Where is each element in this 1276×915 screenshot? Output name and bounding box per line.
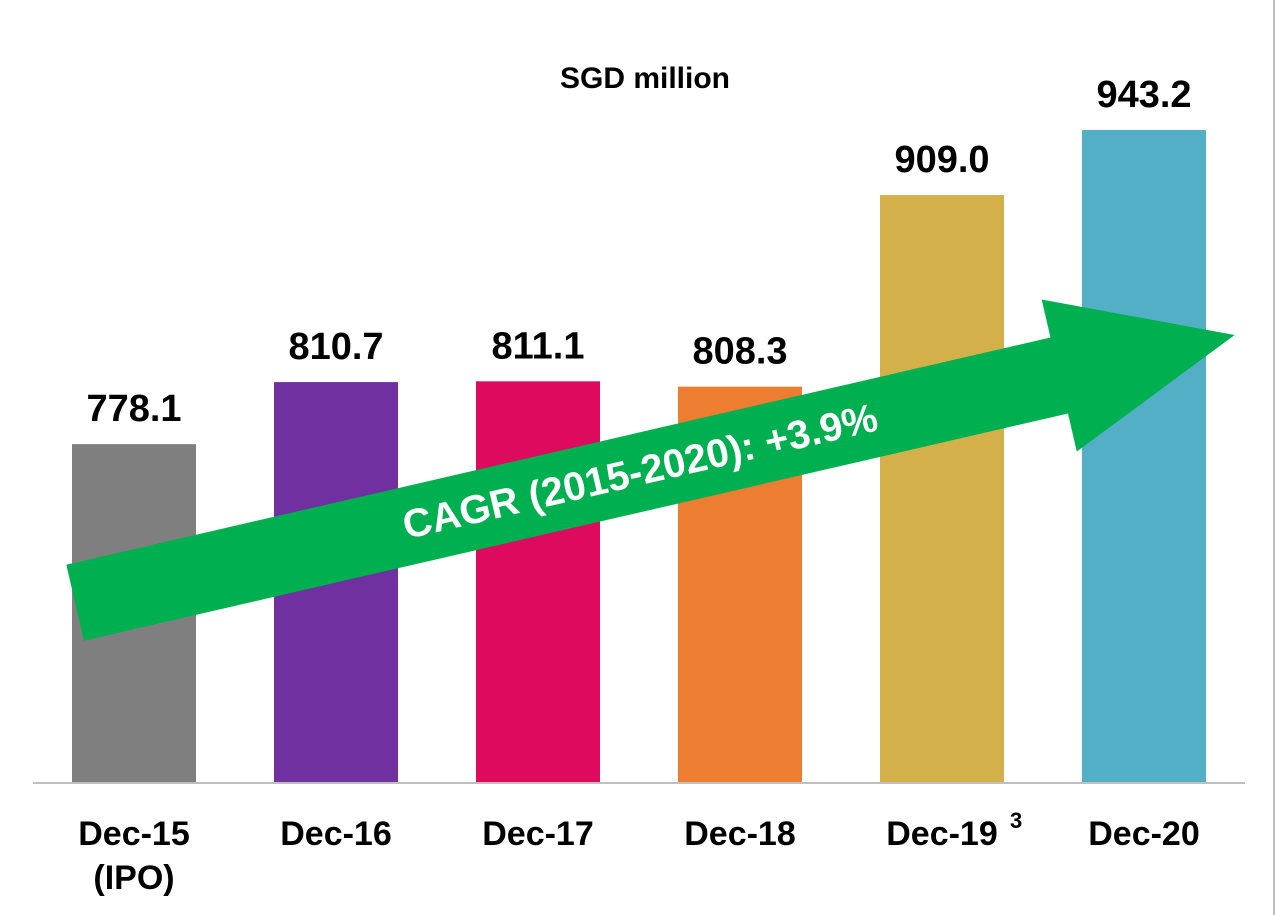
bar [1082, 129, 1206, 783]
x-tick-label: Dec-16 [280, 815, 392, 853]
value-label: 778.1 [86, 388, 181, 430]
x-tick-label: Dec-20 [1088, 815, 1200, 853]
arrow-shape [66, 299, 1235, 641]
cagr-arrow: CAGR (2015-2020): +3.9% [66, 299, 1235, 641]
value-label: 811.1 [492, 325, 585, 367]
value-label: 909.0 [894, 139, 989, 181]
footnote-marker: 3 [1010, 808, 1023, 833]
value-label: 943.2 [1096, 74, 1191, 116]
x-tick-label: Dec-19 [886, 815, 998, 853]
x-tick-label: Dec-15 (IPO) [78, 815, 190, 897]
x-tick-label: Dec-17 [482, 815, 594, 853]
bar [476, 381, 600, 783]
value-label: 810.7 [288, 326, 383, 368]
chart-title: SGD million [560, 62, 730, 95]
bar [880, 195, 1004, 783]
value-label: 808.3 [692, 331, 787, 373]
x-tick-label: Dec-18 [684, 815, 796, 853]
